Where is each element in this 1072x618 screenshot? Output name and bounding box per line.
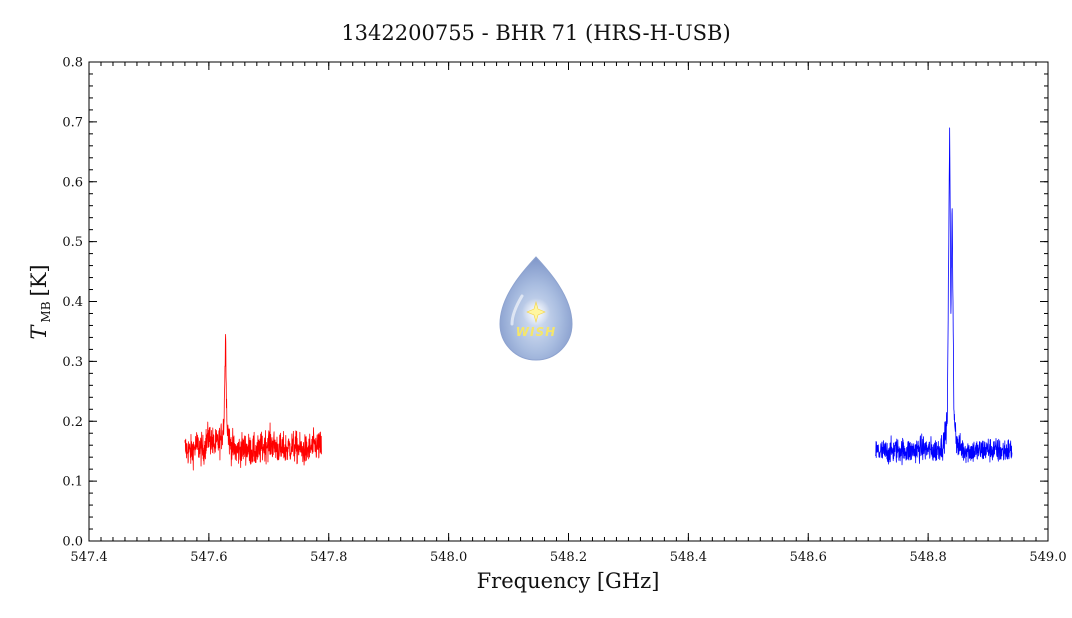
y-tick-label: 0.3 — [62, 355, 83, 370]
y-tick-label: 0.1 — [62, 475, 83, 490]
plot-frame — [88, 61, 1049, 542]
y-tick-label: 0.4 — [62, 295, 83, 310]
chart-title: 1342200755 - BHR 71 (HRS-H-USB) — [341, 21, 730, 45]
star-icon — [526, 300, 546, 324]
x-tick-label: 548.2 — [550, 550, 587, 565]
series-line-2 — [875, 127, 1013, 466]
series-layer — [184, 127, 1013, 471]
x-tick-label: 547.6 — [190, 550, 227, 565]
x-axis-label: Frequency [GHz] — [477, 569, 660, 593]
x-tick-labels: 547.4 547.6 547.8 548.0 548.2 548.4 548.6 548.8… — [70, 550, 1066, 565]
y-tick-label: 0.5 — [62, 235, 83, 250]
y-tick-labels: 0.0 0.1 0.2 0.3 0.4 0.5 0.6 0.7 0.8 — [62, 56, 83, 550]
y-tick-label: 0.2 — [62, 415, 83, 430]
x-tick-label: 548.0 — [430, 550, 467, 565]
x-tick-label: 547.4 — [70, 550, 107, 565]
x-tick-label: 549.0 — [1029, 550, 1066, 565]
y-axis-subscript: MB — [39, 301, 53, 322]
series-line-1 — [184, 334, 322, 471]
y-tick-label: 0.8 — [62, 56, 83, 71]
x-tick-label: 548.4 — [670, 550, 707, 565]
x-tick-label: 547.8 — [310, 550, 347, 565]
y-tick-label: 0.0 — [62, 535, 83, 550]
x-tick-label: 548.8 — [910, 550, 947, 565]
wish-logo: WISH — [499, 256, 573, 361]
y-axis-label: T MB [K] — [27, 264, 53, 339]
y-tick-label: 0.6 — [62, 175, 83, 190]
y-axis-unit: [K] — [27, 264, 51, 296]
x-tick-label: 548.6 — [790, 550, 827, 565]
y-tick-label: 0.7 — [62, 115, 83, 130]
ticks-layer — [88, 61, 1049, 542]
y-axis-symbol: T — [27, 324, 51, 340]
logo-text: WISH — [516, 325, 556, 339]
